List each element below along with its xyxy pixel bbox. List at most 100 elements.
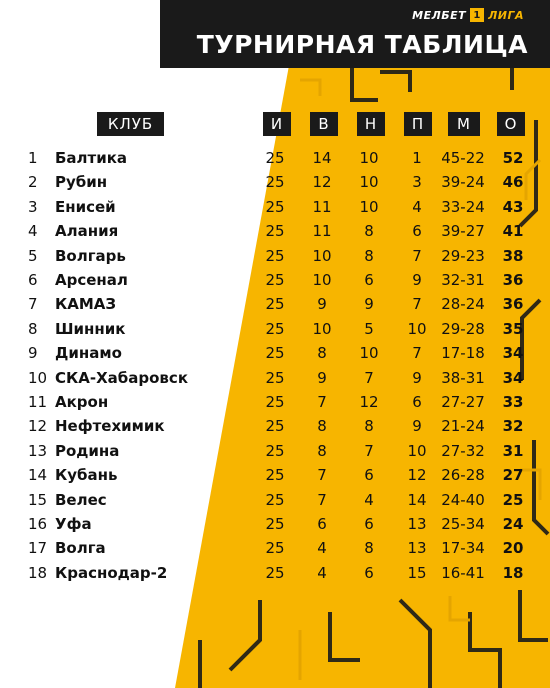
losses-cell: 13	[407, 515, 427, 533]
losses-cell: 13	[407, 539, 427, 558]
losses-cell: 10	[407, 441, 427, 460]
games-cell: 25	[265, 149, 285, 167]
losses-cell: 1	[412, 149, 422, 167]
wins-cell: 8	[317, 441, 327, 460]
points-cell: 27	[502, 466, 524, 485]
brand-name-part2: ЛИГА	[488, 8, 524, 22]
header-bar: МЕЛБЕТ 1 ЛИГА ТУРНИРНАЯ ТАБЛИЦА	[160, 0, 550, 68]
losses-cell: 12	[407, 466, 427, 485]
table-row: 2 Рубин 25 12 10 3 39-24 46	[0, 170, 550, 194]
losses-cell: 3	[412, 173, 422, 192]
table-row: 15 Велес 25 7 4 14 24-40 25	[0, 488, 550, 512]
draws-cell: 5	[364, 319, 374, 338]
club-name-cell: КАМАЗ	[55, 295, 117, 314]
goals-cell: 27-27	[441, 393, 485, 411]
points-cell: 33	[502, 393, 524, 411]
wins-cell: 7	[317, 490, 327, 509]
position-cell: 5	[28, 246, 38, 265]
games-cell: 25	[265, 368, 285, 387]
position-cell: 3	[28, 197, 38, 216]
position-cell: 13	[28, 441, 48, 460]
goals-cell: 33-24	[441, 197, 485, 216]
position-cell: 1	[28, 149, 38, 167]
points-cell: 36	[502, 295, 524, 314]
draws-cell: 12	[359, 393, 379, 411]
draws-cell: 4	[364, 490, 374, 509]
column-header-losses: П	[404, 112, 432, 136]
games-cell: 25	[265, 344, 285, 363]
losses-cell: 6	[412, 222, 422, 241]
wins-cell: 11	[312, 222, 332, 241]
losses-cell: 4	[412, 197, 422, 216]
draws-cell: 10	[359, 173, 379, 192]
club-name-cell: Акрон	[55, 393, 109, 411]
goals-cell: 16-41	[441, 563, 485, 582]
games-cell: 25	[265, 173, 285, 192]
goals-cell: 24-40	[441, 490, 485, 509]
games-cell: 25	[265, 417, 285, 436]
position-cell: 12	[28, 417, 48, 436]
wins-cell: 10	[312, 271, 332, 289]
table-row: 14 Кубань 25 7 6 12 26-28 27	[0, 463, 550, 487]
games-cell: 25	[265, 563, 285, 582]
table-row: 11 Акрон 25 7 12 6 27-27 33	[0, 390, 550, 414]
position-cell: 11	[28, 393, 48, 411]
wins-cell: 4	[317, 563, 327, 582]
position-cell: 6	[28, 271, 38, 289]
draws-cell: 10	[359, 344, 379, 363]
club-name-cell: Кубань	[55, 466, 118, 485]
games-cell: 25	[265, 295, 285, 314]
column-header-games: И	[263, 112, 291, 136]
points-cell: 35	[502, 319, 524, 338]
goals-cell: 45-22	[441, 149, 485, 167]
club-name-cell: Волгарь	[55, 246, 126, 265]
goals-cell: 25-34	[441, 515, 485, 533]
goals-cell: 17-34	[441, 539, 485, 558]
games-cell: 25	[265, 319, 285, 338]
points-cell: 36	[502, 271, 524, 289]
table-row: 9 Динамо 25 8 10 7 17-18 34	[0, 341, 550, 365]
column-header-club: КЛУБ	[97, 112, 164, 136]
draws-cell: 10	[359, 197, 379, 216]
table-row: 13 Родина 25 8 7 10 27-32 31	[0, 439, 550, 463]
wins-cell: 9	[317, 368, 327, 387]
points-cell: 20	[502, 539, 524, 558]
goals-cell: 17-18	[441, 344, 485, 363]
wins-cell: 12	[312, 173, 332, 192]
wins-cell: 4	[317, 539, 327, 558]
table-row: 8 Шинник 25 10 5 10 29-28 35	[0, 317, 550, 341]
games-cell: 25	[265, 222, 285, 241]
column-header-draws: Н	[357, 112, 385, 136]
games-cell: 25	[265, 515, 285, 533]
brand-number-icon: 1	[470, 8, 485, 22]
wins-cell: 10	[312, 246, 332, 265]
games-cell: 25	[265, 246, 285, 265]
club-name-cell: Алания	[55, 222, 119, 241]
club-name-cell: Волга	[55, 539, 106, 558]
goals-cell: 21-24	[441, 417, 485, 436]
table-row: 10 СКА-Хабаровск 25 9 7 9 38-31 34	[0, 366, 550, 390]
wins-cell: 9	[317, 295, 327, 314]
wins-cell: 6	[317, 515, 327, 533]
table-row: 4 Алания 25 11 8 6 39-27 41	[0, 219, 550, 243]
points-cell: 43	[502, 197, 524, 216]
column-header-wins: В	[310, 112, 338, 136]
club-name-cell: Велес	[55, 490, 107, 509]
points-cell: 41	[502, 222, 524, 241]
points-cell: 34	[502, 344, 524, 363]
points-cell: 52	[502, 149, 524, 167]
wins-cell: 11	[312, 197, 332, 216]
losses-cell: 15	[407, 563, 427, 582]
club-name-cell: Динамо	[55, 344, 122, 363]
club-name-cell: Балтика	[55, 149, 128, 167]
table-row: 17 Волга 25 4 8 13 17-34 20	[0, 536, 550, 560]
losses-cell: 6	[412, 393, 422, 411]
position-cell: 2	[28, 173, 38, 192]
goals-cell: 39-27	[441, 222, 485, 241]
goals-cell: 28-24	[441, 295, 485, 314]
wins-cell: 8	[317, 344, 327, 363]
club-name-cell: Уфа	[55, 515, 92, 533]
table-row: 18 Краснодар-2 25 4 6 15 16-41 18	[0, 561, 550, 585]
losses-cell: 10	[407, 319, 427, 338]
games-cell: 25	[265, 271, 285, 289]
